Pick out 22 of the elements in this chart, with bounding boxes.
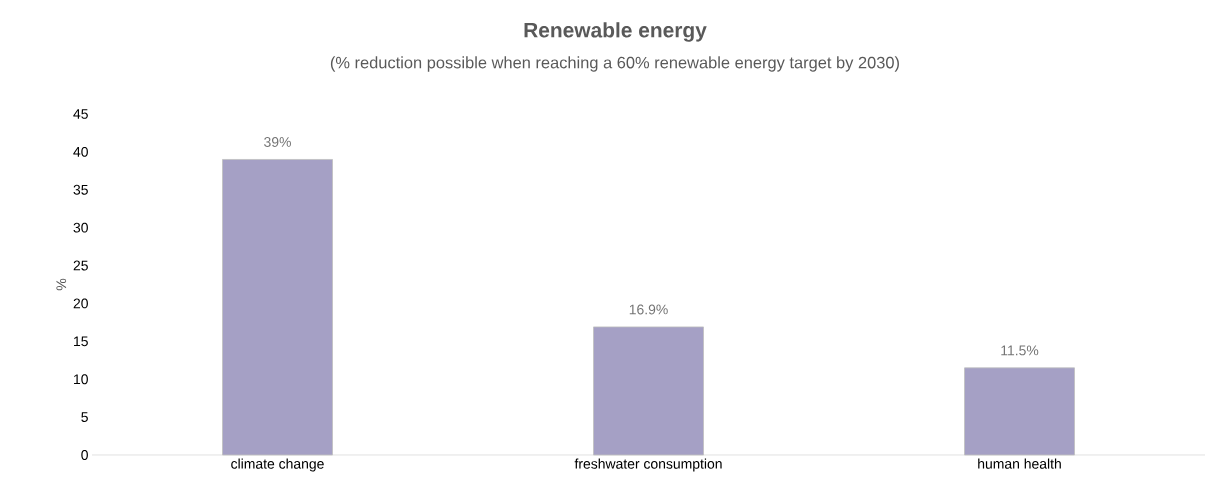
bar xyxy=(593,326,704,456)
bar xyxy=(222,159,333,456)
data-label: 16.9% xyxy=(629,304,668,315)
y-tick-label: 0 xyxy=(81,450,88,460)
y-tick-label: 45 xyxy=(73,109,88,119)
y-tick-label: 20 xyxy=(73,298,88,309)
data-label: 11.5% xyxy=(1001,345,1039,356)
y-tick-label: 10 xyxy=(74,374,88,385)
y-tick-label: 25 xyxy=(73,260,88,271)
y-tick-label: 15 xyxy=(74,336,88,347)
y-axis-title: % xyxy=(56,278,67,291)
chart-title: Renewable energy xyxy=(524,22,707,42)
data-label: 39% xyxy=(264,137,291,147)
y-tick-label: 30 xyxy=(73,222,88,233)
x-tick-label: human health xyxy=(978,458,1061,469)
chart-subtitle: (% reduction possible when reaching a 60% renewable energy target by 2030) xyxy=(330,56,899,72)
y-tick-label: 5 xyxy=(81,412,88,422)
bar xyxy=(964,367,1075,456)
y-tick-label: 35 xyxy=(73,184,88,195)
x-tick-label: climate change xyxy=(231,458,324,472)
x-tick-label: freshwater consumption xyxy=(574,458,722,472)
y-tick-label: 40 xyxy=(73,146,88,157)
